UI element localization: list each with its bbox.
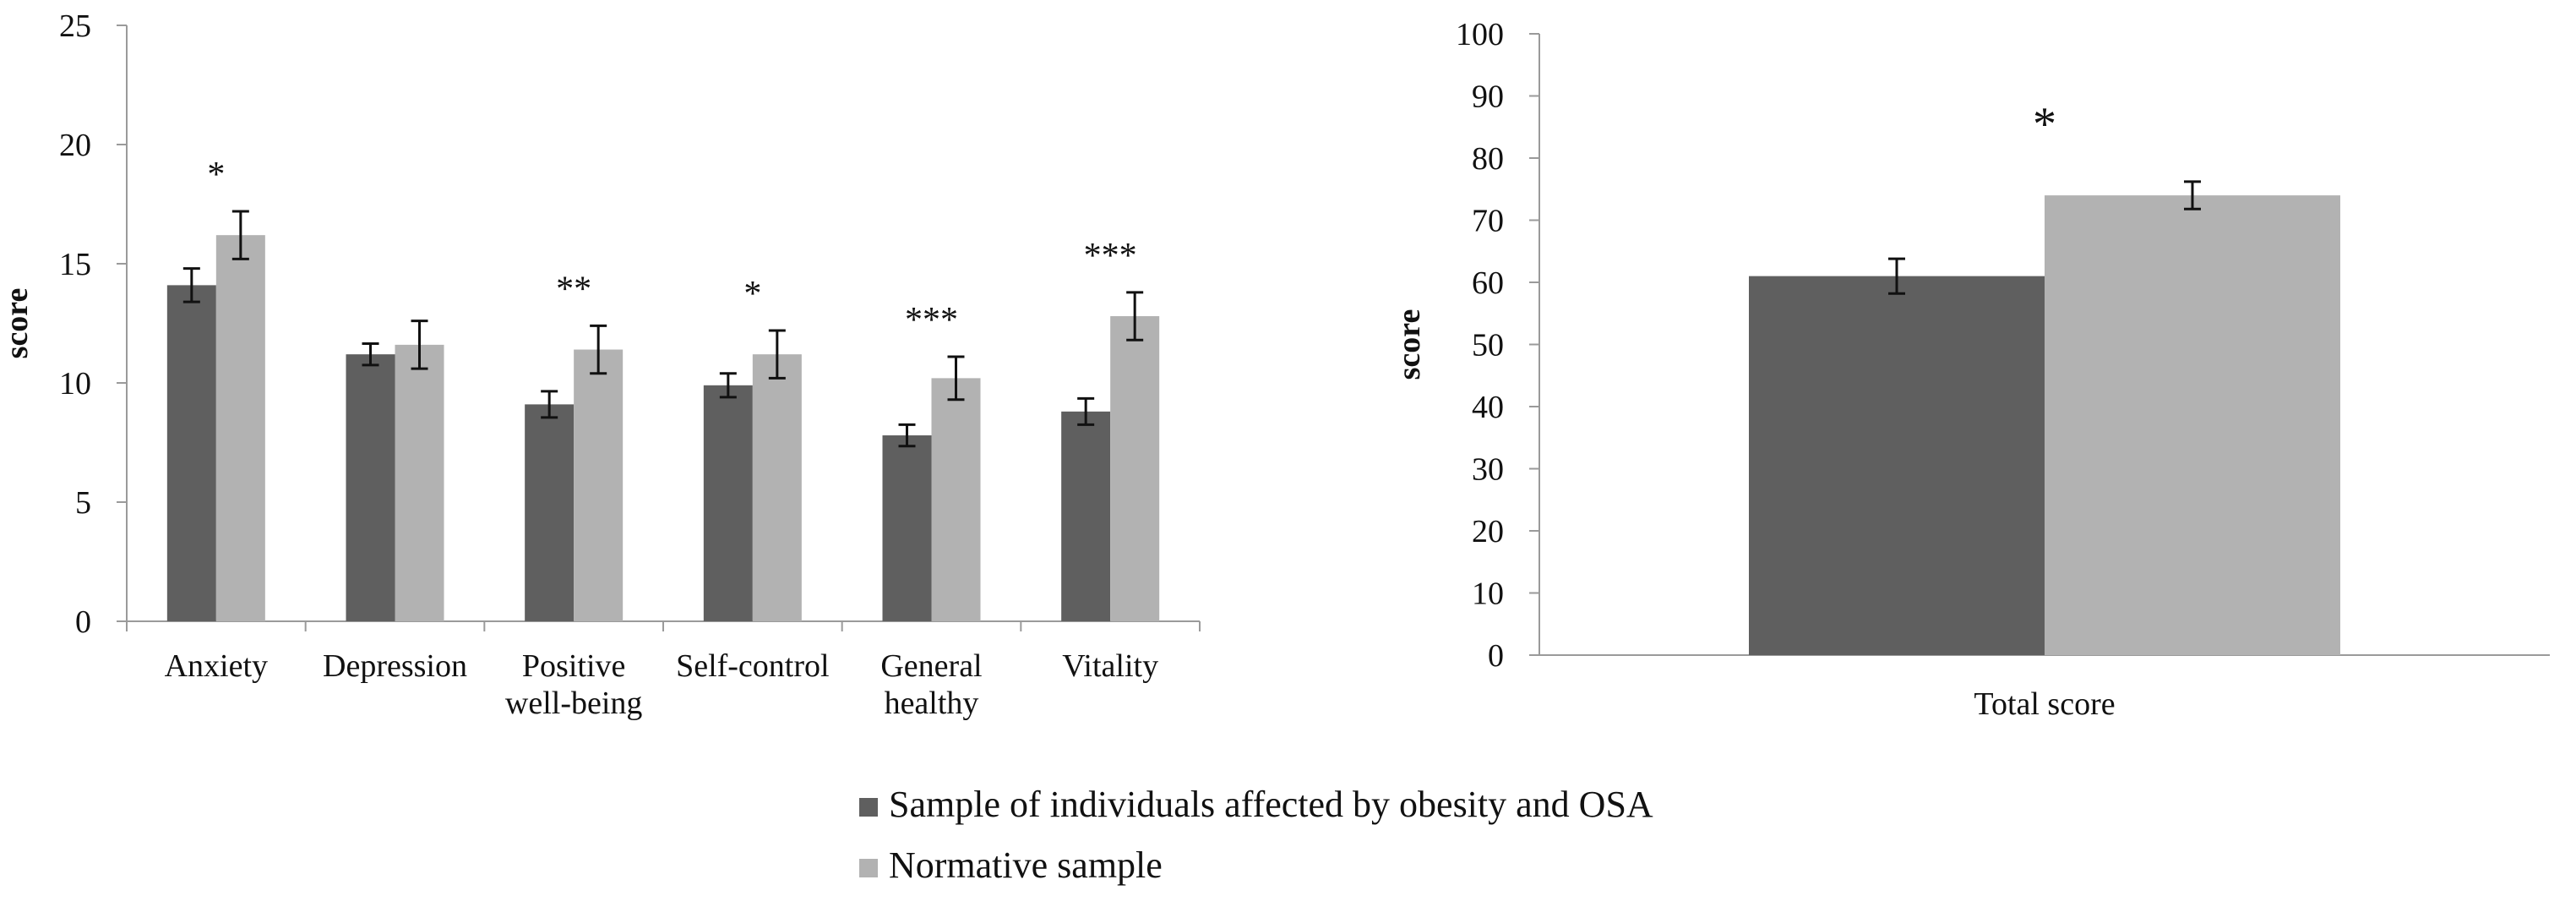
bar-positive-well-being-normative bbox=[574, 349, 624, 621]
bar-depression-obesity-osa bbox=[346, 354, 395, 621]
y-tick-label: 40 bbox=[1472, 390, 1504, 425]
y-axis-label: score bbox=[0, 288, 35, 359]
category-label-self-control: Self-control bbox=[676, 648, 830, 684]
category-label-depression: Depression bbox=[323, 648, 467, 684]
bar-self-control-obesity-osa bbox=[703, 385, 753, 621]
y-tick-label: 30 bbox=[1472, 452, 1504, 488]
category-label-vitality: Vitality bbox=[1062, 648, 1158, 684]
bar-anxiety-obesity-osa bbox=[166, 285, 216, 621]
y-tick-label: 90 bbox=[1472, 79, 1504, 115]
category-label-line: Vitality bbox=[1062, 648, 1158, 684]
category-label-line: Positive bbox=[522, 648, 625, 684]
bar-depression-normative bbox=[395, 344, 444, 621]
bar-self-control-normative bbox=[752, 354, 802, 621]
significance-vitality: *** bbox=[1084, 237, 1137, 276]
chart-left-subscales: 0 5 10 15 20 25 score * Anxiety Depression ** Posit… bbox=[0, 8, 1201, 721]
chart-right-total-score: 0 10 20 30 40 50 60 70 80 90 100 score * Total score bbox=[1391, 17, 2550, 722]
significance-self-control: * bbox=[743, 275, 761, 314]
category-label-line: well-being bbox=[505, 686, 643, 721]
y-tick-label: 70 bbox=[1472, 204, 1504, 239]
legend-label-normative: Normative sample bbox=[889, 844, 1163, 886]
y-tick-label: 0 bbox=[1488, 638, 1504, 674]
bar-anxiety-normative bbox=[215, 235, 265, 621]
significance-general-healthy: *** bbox=[905, 301, 958, 340]
y-tick-label: 100 bbox=[1456, 17, 1504, 52]
category-label-line: Total score bbox=[1974, 686, 2115, 722]
bar-vitality-normative bbox=[1110, 316, 1160, 621]
legend-swatch-normative bbox=[859, 859, 878, 877]
y-axis-label: score bbox=[1391, 309, 1427, 380]
y-tick-label: 0 bbox=[75, 604, 91, 640]
category-label-anxiety: Anxiety bbox=[165, 648, 268, 684]
significance-anxiety: * bbox=[207, 156, 225, 194]
y-tick-label: 15 bbox=[59, 247, 91, 282]
significance-positive-well-being: ** bbox=[556, 270, 591, 309]
bar-total-score-normative bbox=[2045, 195, 2340, 656]
legend-swatch-obesity-osa bbox=[859, 798, 878, 817]
bar-total-score-obesity-osa bbox=[1749, 276, 2045, 655]
category-label-positive-well-being: Positive well-being bbox=[505, 648, 643, 721]
category-label-general-healthy: General healthy bbox=[880, 648, 982, 721]
bar-vitality-obesity-osa bbox=[1061, 411, 1111, 621]
category-label-line: Self-control bbox=[676, 648, 830, 684]
y-tick-label: 50 bbox=[1472, 328, 1504, 363]
legend: Sample of individuals affected by obesit… bbox=[859, 784, 1653, 886]
legend-label-obesity-osa: Sample of individuals affected by obesit… bbox=[889, 784, 1653, 825]
y-tick-label: 10 bbox=[59, 366, 91, 402]
category-label-line: Anxiety bbox=[165, 648, 268, 684]
y-tick-label: 5 bbox=[75, 485, 91, 521]
y-tick-label: 20 bbox=[59, 128, 91, 163]
y-tick-label: 10 bbox=[1472, 576, 1504, 612]
y-tick-label: 80 bbox=[1472, 141, 1504, 177]
y-tick-label: 25 bbox=[59, 8, 91, 44]
category-label-total-score: Total score bbox=[1974, 686, 2115, 722]
bar-general-healthy-normative bbox=[931, 378, 981, 621]
category-label-line: Depression bbox=[323, 648, 467, 684]
category-label-line: healthy bbox=[885, 686, 979, 721]
significance-total-score: * bbox=[2033, 98, 2056, 150]
bar-positive-well-being-obesity-osa bbox=[525, 404, 575, 621]
y-tick-label: 60 bbox=[1472, 265, 1504, 301]
category-label-line: General bbox=[880, 648, 982, 684]
bar-general-healthy-obesity-osa bbox=[882, 435, 932, 621]
y-tick-label: 20 bbox=[1472, 514, 1504, 549]
